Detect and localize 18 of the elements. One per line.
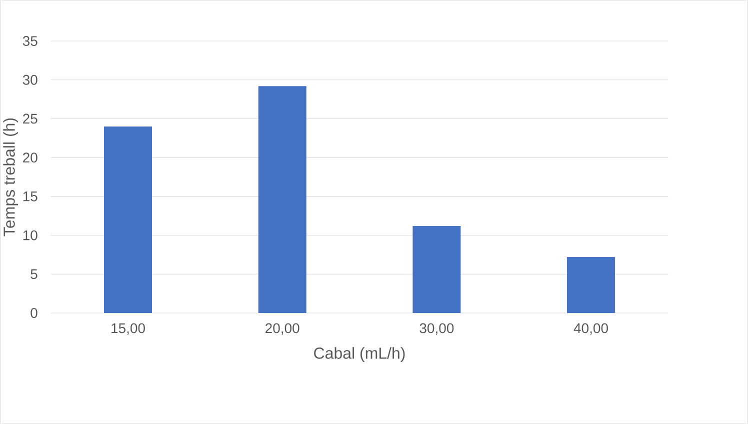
y-tick-label: 20 bbox=[23, 152, 38, 163]
y-tick-label: 35 bbox=[22, 36, 38, 46]
y-tick-label: 30 bbox=[22, 74, 38, 85]
x-tick-label: 30,00 bbox=[420, 323, 454, 335]
bar bbox=[412, 226, 461, 313]
x-tick-label: 15,00 bbox=[112, 323, 145, 335]
y-tick-label: 10 bbox=[23, 230, 38, 240]
y-axis-title: Temps treball (h) bbox=[3, 118, 18, 236]
bar bbox=[104, 126, 152, 313]
y-tick-label: 15 bbox=[23, 192, 38, 202]
y-tick-label: 25 bbox=[23, 114, 38, 124]
y-tick-label: 5 bbox=[30, 269, 38, 280]
bar bbox=[258, 86, 306, 313]
y-tick-label: 0 bbox=[30, 308, 38, 318]
x-tick-label: 40,00 bbox=[574, 323, 608, 335]
x-tick-label: 20,00 bbox=[266, 323, 300, 335]
x-axis-title: Cabal (mL/h) bbox=[314, 347, 405, 362]
bar bbox=[567, 257, 616, 313]
